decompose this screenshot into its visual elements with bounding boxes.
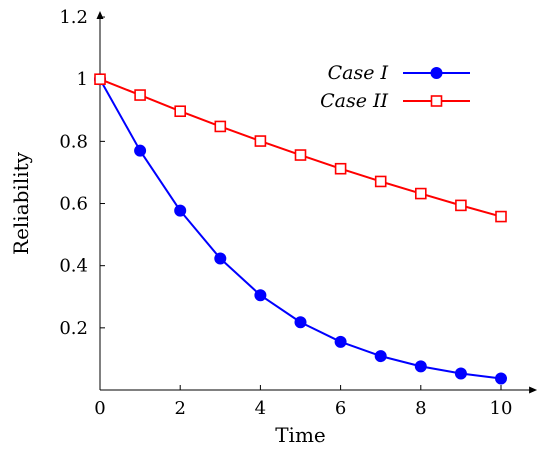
x-tick-label: 6 — [335, 398, 346, 419]
data-point-case-ii — [495, 210, 507, 223]
y-tick-label: 0.6 — [59, 194, 88, 215]
data-point-case-ii — [174, 105, 186, 118]
x-tick-label: 10 — [490, 398, 513, 419]
data-point-case-ii — [455, 199, 467, 212]
axes: 0 2 4 6 8 10 0.2 0.4 0.6 0.8 1 1.2 — [59, 7, 538, 419]
legend-entry-case-ii: Case II — [320, 90, 470, 112]
data-point-case-ii — [414, 187, 427, 200]
data-point-case-ii — [334, 162, 347, 175]
legend-marker — [430, 67, 443, 79]
data-point-case-i — [495, 372, 507, 385]
y-axis-label: Reliability — [9, 151, 33, 255]
y-tick-label: 0.2 — [59, 318, 88, 339]
series-line-case-i — [99, 78, 502, 380]
data-point-case-i — [294, 316, 307, 329]
y-axis-arrow — [96, 11, 104, 20]
legend: Case I Case II — [320, 62, 470, 112]
data-point-case-i — [374, 350, 387, 363]
data-point-case-ii — [374, 175, 387, 188]
series-case-i — [94, 73, 507, 385]
x-tick-label: 0 — [94, 398, 105, 419]
series-layer — [94, 73, 507, 385]
data-point-case-ii — [134, 89, 146, 101]
x-axis-label: Time — [275, 423, 326, 447]
data-point-case-i — [414, 360, 427, 373]
data-point-case-i — [214, 252, 227, 265]
legend-marker — [430, 95, 443, 107]
data-point-case-ii — [94, 73, 106, 85]
x-tick-label: 4 — [255, 398, 266, 419]
x-tick-label: 2 — [174, 398, 185, 419]
data-point-case-i — [334, 335, 347, 348]
legend-label: Case I — [328, 62, 389, 84]
x-axis-arrow — [529, 386, 538, 394]
y-tick-label: 1.2 — [59, 7, 88, 28]
series-case-ii — [94, 73, 507, 223]
data-point-case-i — [254, 289, 267, 302]
y-tick-label: 0.8 — [59, 131, 88, 152]
data-point-case-i — [174, 204, 187, 217]
y-tick-label: 0.4 — [59, 256, 88, 277]
data-point-case-ii — [254, 135, 267, 147]
data-point-case-ii — [214, 120, 227, 133]
legend-label: Case II — [320, 90, 388, 112]
data-point-case-ii — [294, 149, 307, 161]
data-point-case-i — [454, 367, 467, 380]
legend-entry-case-i: Case I — [328, 62, 470, 84]
x-tick-label: 8 — [415, 398, 426, 419]
data-point-case-i — [134, 144, 147, 157]
y-tick-label: 1 — [77, 69, 88, 90]
